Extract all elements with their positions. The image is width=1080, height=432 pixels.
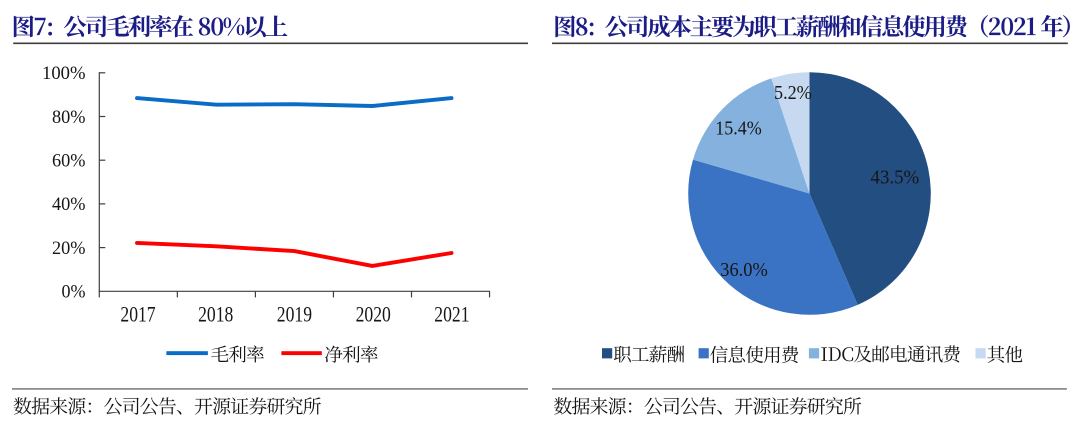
svg-text:60%: 60% (52, 151, 86, 172)
svg-text:2021: 2021 (434, 302, 469, 327)
svg-text:0%: 0% (62, 282, 86, 303)
svg-text:100%: 100% (42, 63, 86, 84)
svg-text:80%: 80% (52, 107, 86, 128)
svg-text:2017: 2017 (120, 302, 155, 327)
svg-text:20%: 20% (52, 238, 86, 259)
svg-text:36.0%: 36.0% (720, 260, 768, 281)
svg-text:43.5%: 43.5% (871, 167, 920, 188)
svg-text:2019: 2019 (277, 302, 312, 327)
svg-text:40%: 40% (52, 194, 86, 215)
svg-text:2018: 2018 (198, 302, 233, 327)
svg-text:2020: 2020 (356, 302, 391, 327)
svg-text:15.4%: 15.4% (715, 118, 762, 139)
svg-text:5.2%: 5.2% (774, 83, 812, 104)
